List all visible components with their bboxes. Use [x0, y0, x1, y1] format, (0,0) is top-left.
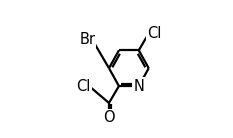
Text: Cl: Cl [76, 79, 91, 94]
Text: Cl: Cl [147, 26, 161, 41]
Text: O: O [103, 110, 115, 125]
Text: Br: Br [79, 32, 95, 47]
Text: N: N [133, 79, 144, 94]
